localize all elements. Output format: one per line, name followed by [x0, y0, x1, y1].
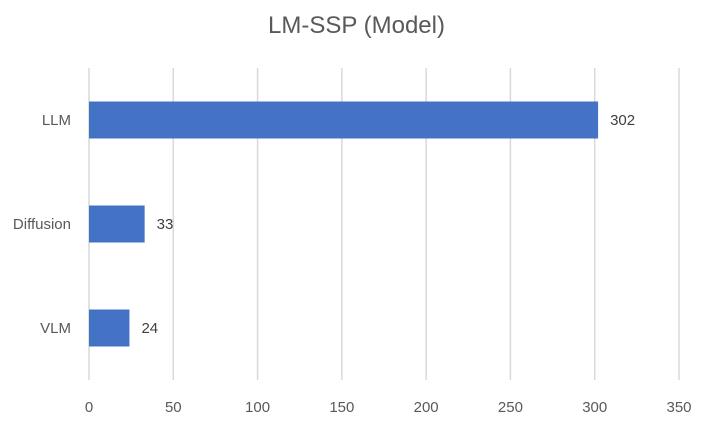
- category-label: VLM: [40, 320, 71, 337]
- x-tick-label: 0: [85, 399, 93, 416]
- x-tick-label: 150: [329, 399, 354, 416]
- x-tick-label: 200: [414, 399, 439, 416]
- bar: [89, 309, 130, 347]
- data-label: 33: [157, 216, 174, 233]
- bar: [89, 101, 599, 139]
- x-tick-label: 300: [582, 399, 607, 416]
- data-label: 302: [610, 112, 635, 129]
- category-label: LLM: [42, 112, 71, 129]
- x-tick-label: 350: [666, 399, 691, 416]
- bar: [89, 205, 145, 243]
- x-tick-label: 100: [245, 399, 270, 416]
- x-tick-label: 250: [498, 399, 523, 416]
- data-label: 24: [141, 320, 158, 337]
- x-tick-label: 50: [165, 399, 182, 416]
- chart-title: LM-SSP (Model): [268, 12, 445, 39]
- category-label: Diffusion: [13, 216, 71, 233]
